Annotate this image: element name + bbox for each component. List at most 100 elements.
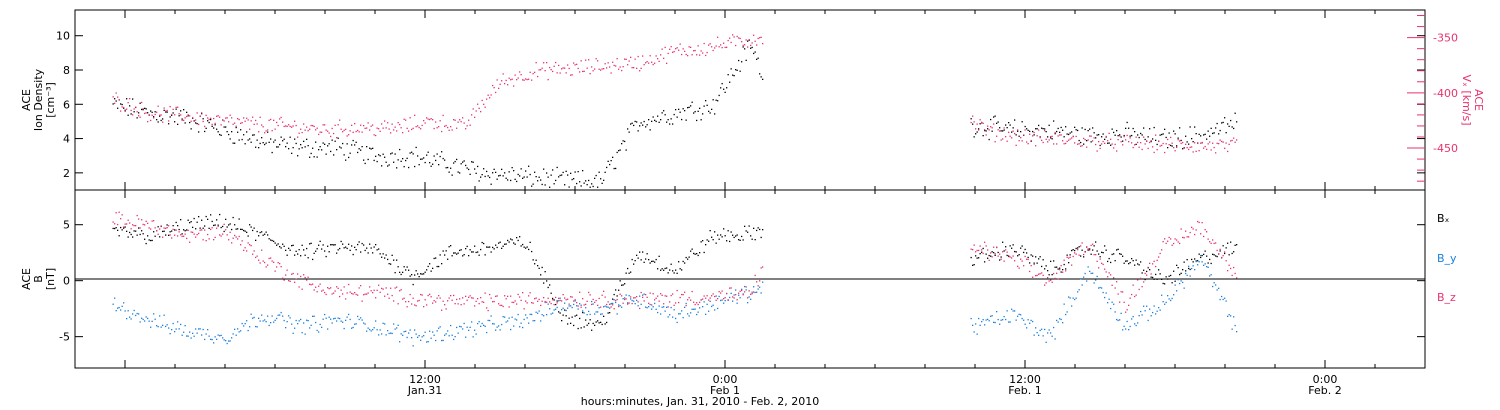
bx-point	[1162, 282, 1164, 285]
bz-point	[1194, 233, 1196, 236]
bz-point	[211, 227, 213, 229]
by-point	[750, 298, 752, 300]
bx-point	[166, 224, 168, 226]
bz-point	[502, 305, 504, 308]
bx-point	[550, 292, 552, 294]
bz-point	[387, 293, 389, 295]
density-point	[189, 121, 191, 124]
bx-point	[213, 224, 215, 227]
density-point	[424, 161, 426, 164]
bx-point	[1224, 252, 1226, 255]
by-point	[180, 323, 182, 326]
density-point	[1122, 140, 1124, 142]
density-point	[1041, 127, 1043, 129]
by-point	[730, 292, 732, 294]
bx-point	[247, 235, 249, 237]
velocity-point	[501, 80, 503, 82]
density-point	[156, 119, 158, 121]
bz-point	[405, 301, 407, 303]
bx-point	[1144, 278, 1146, 281]
bx-point	[1156, 278, 1158, 280]
bz-point	[996, 246, 998, 249]
bz-point	[664, 295, 666, 297]
velocity-point	[414, 114, 416, 116]
by-point	[1119, 319, 1121, 321]
velocity-point	[586, 67, 588, 69]
bx-point	[672, 270, 674, 272]
by-point	[690, 312, 692, 314]
bx-point	[187, 219, 189, 221]
bx-point	[1230, 241, 1232, 243]
by-point	[576, 305, 578, 307]
velocity-point	[997, 129, 999, 131]
by-point	[564, 302, 566, 304]
bx-point	[169, 231, 171, 233]
density-point	[474, 168, 476, 170]
by-point	[546, 314, 548, 316]
y-tick-label-left: 6	[63, 98, 70, 111]
density-point	[676, 116, 678, 118]
bx-point	[1062, 269, 1064, 271]
by-point	[577, 308, 579, 310]
velocity-point	[154, 113, 156, 116]
density-point	[525, 170, 527, 172]
bx-point	[1003, 250, 1005, 252]
density-point	[163, 109, 165, 111]
by-point	[187, 335, 189, 337]
bx-point	[1039, 256, 1041, 258]
by-point	[534, 320, 536, 322]
velocity-point	[661, 48, 663, 50]
density-point	[609, 163, 611, 166]
density-point	[1099, 144, 1101, 147]
by-point	[600, 313, 602, 315]
density-point	[660, 119, 662, 121]
top-panel-frame	[74, 9, 1426, 191]
bx-point	[1122, 255, 1124, 257]
velocity-point	[595, 58, 597, 60]
density-point	[1069, 132, 1071, 134]
by-point	[157, 326, 159, 328]
by-point	[1053, 326, 1055, 329]
density-point	[979, 123, 981, 125]
density-point	[982, 135, 984, 137]
density-point	[1080, 141, 1082, 144]
by-point	[1168, 298, 1170, 300]
bx-point	[985, 253, 987, 255]
velocity-point	[511, 78, 513, 80]
bz-point	[150, 228, 152, 230]
density-point	[274, 139, 276, 141]
velocity-point	[268, 119, 270, 121]
bx-point	[1056, 266, 1058, 268]
by-point	[301, 332, 303, 334]
by-point	[540, 320, 542, 322]
velocity-point	[1036, 135, 1038, 137]
by-point	[640, 303, 642, 305]
velocity-point	[439, 120, 441, 122]
bx-point	[604, 323, 606, 325]
velocity-point	[382, 127, 384, 129]
bz-point	[192, 231, 194, 233]
density-point	[540, 179, 542, 181]
by-point	[604, 305, 606, 307]
bz-point	[651, 304, 653, 306]
bz-point	[454, 303, 456, 305]
bz-point	[568, 303, 570, 305]
bz-point	[513, 301, 515, 304]
by-point	[703, 301, 705, 303]
bx-point	[300, 255, 302, 257]
velocity-point	[613, 64, 615, 67]
density-point	[1185, 135, 1187, 137]
by-point	[403, 331, 405, 333]
bx-point	[585, 319, 587, 321]
density-point	[667, 119, 669, 121]
bx-point	[354, 246, 356, 248]
bx-point	[316, 248, 318, 250]
velocity-point	[328, 132, 330, 134]
bz-point	[250, 245, 252, 247]
by-point	[381, 333, 383, 335]
bx-point	[976, 257, 978, 259]
bz-point	[1173, 242, 1175, 245]
bz-point	[1153, 260, 1155, 262]
by-point	[249, 326, 251, 328]
velocity-point	[675, 48, 677, 50]
